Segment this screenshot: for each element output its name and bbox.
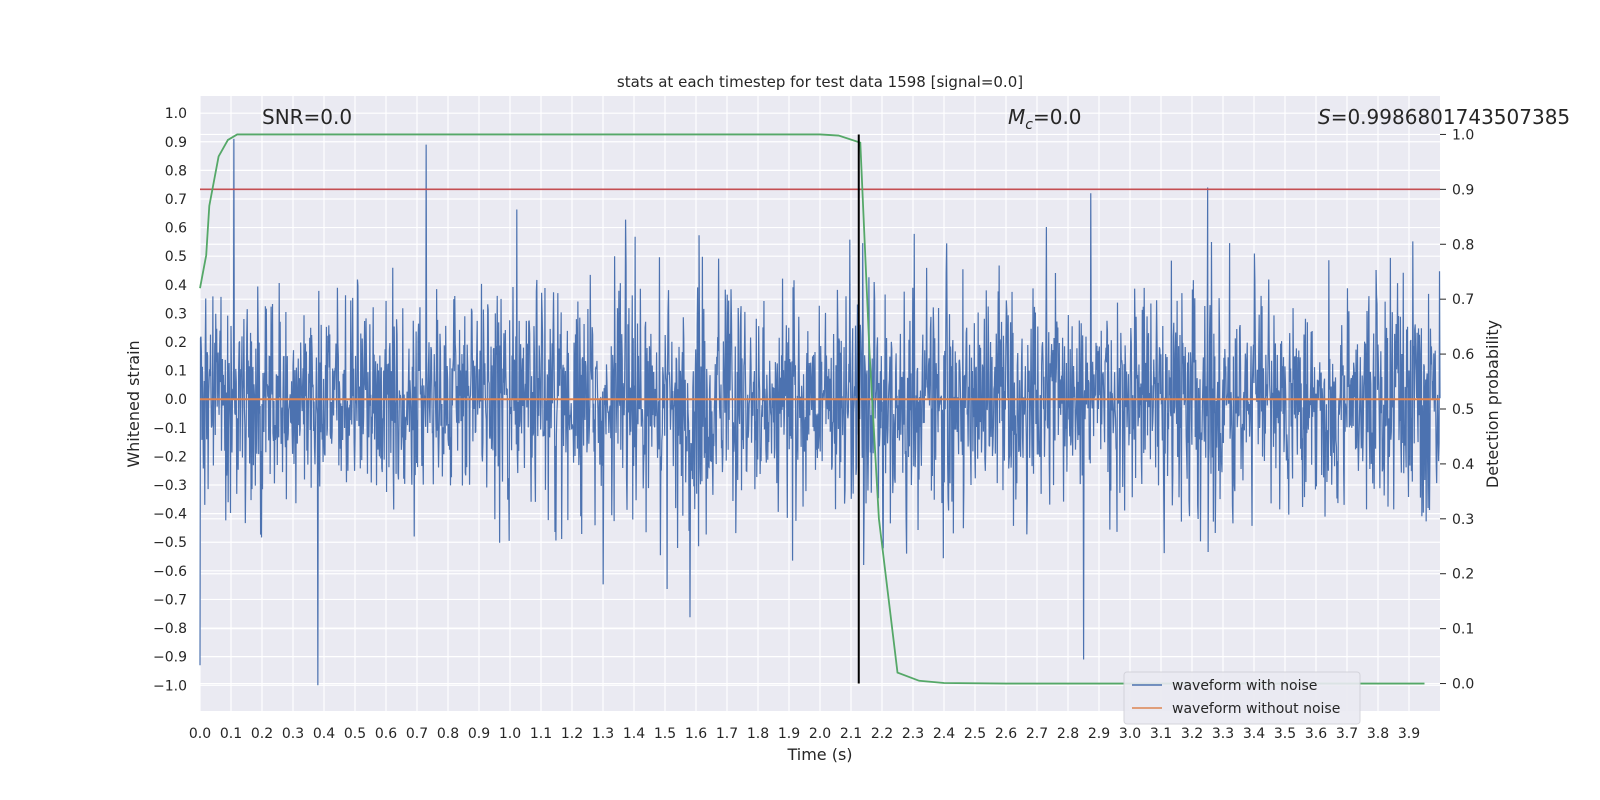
y-tick-label-right: 0.9 — [1452, 182, 1474, 198]
y-tick-label-left: −0.7 — [153, 592, 187, 608]
x-tick-label: 3.0 — [1119, 726, 1141, 742]
x-tick-label: 3.7 — [1336, 726, 1358, 742]
x-tick-label: 1.0 — [499, 726, 521, 742]
x-tick-label: 1.9 — [778, 726, 800, 742]
x-tick-label: 3.2 — [1181, 726, 1203, 742]
x-tick-label: 0.6 — [375, 726, 397, 742]
chirp-mass-annotation: Mc=0.0 — [1008, 105, 1082, 133]
y-tick-label-left: −0.6 — [153, 564, 187, 580]
y-tick-label-left: 0.7 — [165, 192, 187, 208]
y-tick-label-right: 0.0 — [1452, 677, 1474, 693]
x-tick-label: 1.6 — [685, 726, 707, 742]
y-tick-label-left: 0.2 — [165, 335, 187, 351]
y-axis-left-label: Whitened strain — [124, 340, 143, 467]
y-tick-label-left: 0.6 — [165, 221, 187, 237]
x-tick-label: 0.2 — [251, 726, 273, 742]
y-tick-label-left: 0.9 — [165, 135, 187, 151]
y-tick-label-left: −1.0 — [153, 678, 187, 694]
y-tick-label-right: 0.3 — [1452, 512, 1474, 528]
legend-box — [1123, 671, 1361, 725]
x-tick-label: 1.4 — [623, 726, 645, 742]
x-tick-label: 0.3 — [282, 726, 304, 742]
x-tick-label: 3.6 — [1305, 726, 1327, 742]
score-symbol: S — [1318, 105, 1331, 129]
y-tick-label-left: 0.4 — [165, 278, 187, 294]
x-tick-label: 3.9 — [1398, 726, 1420, 742]
series-line-waveform-with-noise — [199, 138, 1441, 686]
series-waveform-with-noise — [199, 138, 1441, 686]
y-tick-label-left: 1.0 — [165, 106, 187, 122]
y-tick-label-left: −0.3 — [153, 478, 187, 494]
y-tick-label-right: 0.5 — [1452, 402, 1474, 418]
y-tick-label-left: 0.3 — [165, 306, 187, 322]
x-tick-label: 3.4 — [1243, 726, 1265, 742]
y-axis-right-label: Detection probability — [1483, 320, 1502, 488]
y-tick-label-right: 0.8 — [1452, 237, 1474, 253]
x-tick-label: 2.1 — [840, 726, 862, 742]
x-tick-label: 2.5 — [964, 726, 986, 742]
legend-label-waveform-with-noise: waveform with noise — [1172, 678, 1317, 694]
x-tick-label: 1.7 — [716, 726, 738, 742]
chirp-mass-subscript: c — [1025, 117, 1033, 133]
x-tick-label: 3.8 — [1367, 726, 1389, 742]
y-tick-label-left: −0.2 — [153, 449, 187, 465]
x-axis-label: Time (s) — [786, 745, 852, 764]
y-tick-label-left: 0.0 — [165, 392, 187, 408]
x-tick-label: 1.1 — [530, 726, 552, 742]
x-tick-label: 0.8 — [437, 726, 459, 742]
x-tick-label: 1.3 — [592, 726, 614, 742]
chart-title: stats at each timestep for test data 159… — [617, 73, 1023, 91]
x-tick-label: 2.4 — [933, 726, 955, 742]
x-tick-label: 1.8 — [747, 726, 769, 742]
x-tick-label: 0.5 — [344, 726, 366, 742]
x-tick-label: 3.1 — [1150, 726, 1172, 742]
y-axis-left-ticks: 1.0 0.9 0.8 0.7 0.6 0.5 0.4 0.3 0.2 0.1 0.0 −0.1 −0.… — [153, 106, 187, 694]
y-tick-label-right: 0.7 — [1452, 292, 1474, 308]
x-tick-label: 0.0 — [189, 726, 211, 742]
x-tick-label: 3.3 — [1212, 726, 1234, 742]
x-tick-label: 3.5 — [1274, 726, 1296, 742]
legend-label-waveform-without-noise: waveform without noise — [1172, 701, 1340, 717]
x-tick-label: 2.7 — [1026, 726, 1048, 742]
y-tick-label-left: 0.8 — [165, 163, 187, 179]
x-tick-label: 2.3 — [902, 726, 924, 742]
y-tick-label-right: 1.0 — [1452, 127, 1474, 143]
y-tick-label-right: 0.4 — [1452, 457, 1474, 473]
x-tick-label: 2.9 — [1088, 726, 1110, 742]
legend: waveform with noise waveform without noi… — [1123, 671, 1361, 725]
x-axis-ticks: 0.0 0.1 0.2 0.3 0.4 0.5 0.6 0.7 0.8 0.9 1.0 1.1 1.2 1… — [189, 726, 1420, 742]
x-tick-label: 0.1 — [220, 726, 242, 742]
chirp-mass-symbol: M — [1008, 105, 1025, 129]
x-tick-label: 0.4 — [313, 726, 335, 742]
y-tick-label-left: −0.4 — [153, 507, 187, 523]
x-tick-label: 2.0 — [809, 726, 831, 742]
y-tick-label-left: −0.1 — [153, 421, 187, 437]
x-tick-label: 1.5 — [654, 726, 676, 742]
x-tick-label: 2.6 — [995, 726, 1017, 742]
y-tick-label-left: 0.1 — [165, 364, 187, 380]
x-tick-label: 0.9 — [468, 726, 490, 742]
x-tick-label: 1.2 — [561, 726, 583, 742]
y-tick-label-left: −0.5 — [153, 535, 187, 551]
series-line-detection-probability — [199, 133, 1425, 685]
series-lines — [199, 133, 1440, 685]
score-value: =0.9986801743507385 — [1331, 105, 1570, 129]
y-tick-label-right: 0.6 — [1452, 347, 1474, 363]
y-tick-label-right: 0.2 — [1452, 567, 1474, 583]
snr-annotation: SNR=0.0 — [262, 105, 352, 129]
y-tick-label-left: −0.8 — [153, 621, 187, 637]
score-annotation: S=0.9986801743507385 — [1318, 105, 1570, 129]
y-tick-label-left: −0.9 — [153, 650, 187, 666]
x-tick-label: 2.2 — [871, 726, 893, 742]
y-tick-label-left: 0.5 — [165, 249, 187, 265]
y-tick-label-right: 0.1 — [1452, 622, 1474, 638]
y-axis-right-ticks: 1.0 0.9 0.8 0.7 0.6 0.5 0.4 0.3 0.2 0.1 0.0 — [1440, 127, 1474, 693]
x-tick-label: 2.8 — [1057, 726, 1079, 742]
x-tick-label: 0.7 — [406, 726, 428, 742]
chirp-mass-value: =0.0 — [1033, 105, 1082, 129]
